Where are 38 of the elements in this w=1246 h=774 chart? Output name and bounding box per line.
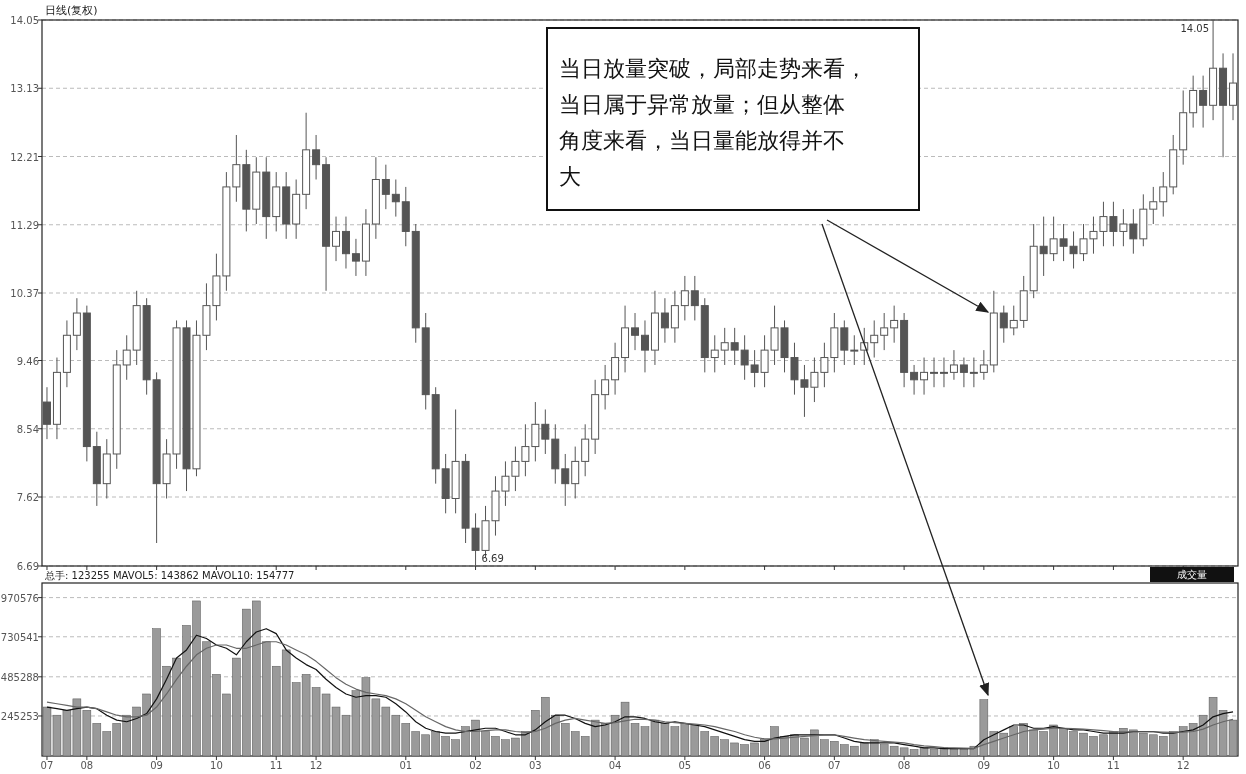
- x-tick-label: 03: [528, 760, 542, 771]
- annotation: 当日放量突破，局部走势来看，当日属于异常放量；但从整体角度来看，当日量能放得并不大: [559, 56, 867, 189]
- x-tick-label: 11: [1107, 760, 1120, 771]
- x-tick-label: 05: [678, 760, 692, 771]
- x-tick-label: 10: [210, 760, 223, 771]
- annotation: 6.69: [481, 553, 504, 564]
- x-tick-label: 01: [399, 760, 413, 771]
- y-tick-label: 10.37: [10, 288, 39, 299]
- y-tick-label: 970576: [0, 592, 39, 604]
- note-box: 当日放量突破，局部走势来看，当日属于异常放量；但从整体角度来看，当日量能放得并不大: [546, 27, 920, 211]
- x-tick-label: 07: [827, 760, 841, 771]
- x-tick-label: 12: [1176, 760, 1190, 771]
- annotation: 14.05: [1180, 23, 1210, 34]
- y-tick-label: 730541: [0, 631, 39, 643]
- x-tick-label: 06: [758, 760, 771, 771]
- x-tick-label: 11: [269, 760, 283, 771]
- x-tick-label: 09: [977, 760, 991, 771]
- y-tick-label: 13.13: [10, 83, 39, 95]
- x-tick-label: 02: [469, 760, 482, 771]
- y-tick-label: 12.21: [10, 151, 39, 163]
- y-tick-label: 485288: [0, 671, 39, 683]
- x-tick-label: 12: [309, 760, 323, 771]
- x-tick-label: 08: [80, 760, 94, 771]
- text: 总手: 123255 MAVOL5: 143862 MAVOL10: 154777: [44, 570, 295, 581]
- x-tick-label: 09: [150, 760, 163, 771]
- y-tick-label: 7.62: [16, 492, 39, 504]
- y-tick-label: 8.54: [16, 423, 39, 435]
- x-tick-label: 10: [1047, 760, 1060, 771]
- x-tick-label: 07: [40, 760, 54, 771]
- y-tick-label: 14.05: [10, 15, 39, 26]
- y-tick-label: 6.69: [16, 561, 39, 572]
- button: 成交量: [1150, 567, 1234, 582]
- y-tick-label: 245253: [0, 710, 39, 722]
- y-tick-label: 9.46: [16, 355, 39, 367]
- x-tick-label: 08: [897, 760, 911, 771]
- y-tick-label: 11.29: [10, 219, 39, 231]
- x-tick-label: 04: [608, 760, 622, 771]
- chart-title: 日线(复权): [45, 4, 98, 17]
